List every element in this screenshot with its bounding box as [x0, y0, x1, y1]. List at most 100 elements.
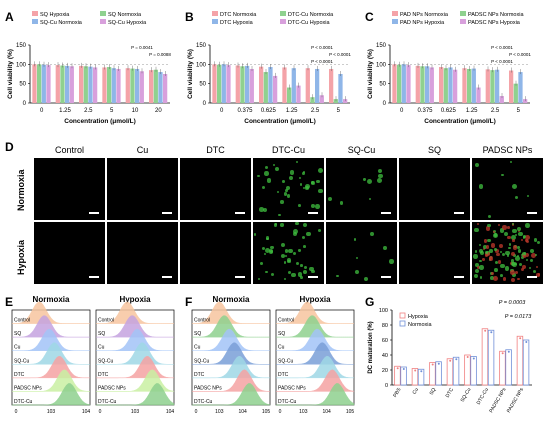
fluorescence-signal	[303, 222, 308, 227]
histogram-curve	[191, 328, 271, 351]
fluorescence-signal	[500, 250, 503, 253]
fluorescence-signal	[473, 254, 478, 259]
bar	[499, 350, 506, 386]
bar	[319, 95, 324, 103]
bar	[88, 66, 93, 103]
histogram-label: DTC	[278, 372, 289, 378]
bar	[394, 365, 401, 386]
fluorescence-signal	[501, 252, 505, 256]
bar	[411, 368, 419, 386]
fluorescence-signal	[490, 243, 496, 248]
fluorescence-signal	[284, 249, 288, 253]
scale-bar	[89, 212, 99, 214]
bar	[268, 67, 273, 103]
bar	[446, 358, 454, 386]
histogram-curve	[11, 301, 91, 324]
histogram-curve	[95, 328, 175, 351]
fluorescence-signal	[506, 235, 511, 240]
fluorescence-signal	[511, 272, 517, 278]
histogram-curve	[96, 383, 175, 406]
fluorescence-signal	[530, 253, 536, 259]
x-tick-label: DTC	[445, 387, 456, 399]
bar	[163, 74, 168, 103]
scale-bar	[89, 276, 99, 278]
fluorescence-signal	[368, 197, 372, 201]
fluorescence-signal	[480, 250, 485, 255]
histogram-curve	[95, 315, 175, 338]
x-axis-label: Concentration (μmol/L)	[244, 118, 316, 125]
fluorescence-signal	[303, 265, 308, 269]
fluorescence-signal	[493, 275, 498, 281]
fluorescence-signal	[311, 269, 316, 274]
fluorescence-signal	[265, 270, 268, 273]
legend-label: Normoxia	[408, 322, 432, 328]
legend-label: DTC Hypoxia	[220, 20, 254, 26]
y-tick-label: 20	[382, 368, 388, 374]
microscopy-image	[180, 222, 251, 284]
bar	[499, 96, 504, 103]
bar	[130, 68, 135, 103]
fluorescence-signal	[478, 184, 484, 190]
fluorescence-signal	[289, 170, 295, 175]
fluorescence-signal	[505, 250, 510, 256]
fluorescence-signal	[286, 194, 291, 198]
fluorescence-signal	[496, 252, 500, 257]
fluorescence-signal	[501, 173, 505, 177]
fluorescence-signal	[511, 259, 515, 263]
fluorescence-signal	[525, 223, 530, 228]
histogram-curve	[95, 342, 175, 365]
bar	[338, 74, 343, 103]
scale-bar	[381, 212, 391, 214]
x-tick-label: 0.375	[237, 108, 253, 114]
x-tick-label: 2.5	[84, 108, 93, 114]
panel-label-e: E	[5, 295, 14, 309]
bar	[464, 354, 471, 386]
y-tick-label: 100	[196, 62, 207, 68]
legend-label: SQ-Cu Normoxia	[40, 20, 83, 26]
fluorescence-signal	[353, 238, 357, 241]
fluorescence-signal	[303, 170, 306, 173]
fluorescence-signal	[298, 177, 302, 180]
panel-label-g: G	[365, 295, 375, 309]
bar	[401, 64, 406, 103]
bar	[37, 64, 42, 103]
fluorescence-signal	[318, 168, 324, 174]
bar	[415, 65, 420, 103]
bar	[485, 69, 490, 103]
fluorescence-signal	[479, 265, 484, 270]
p-value-annotation: P = 0.0173	[505, 314, 532, 320]
fluorescence-signal	[477, 222, 480, 225]
fluorescence-signal	[280, 200, 284, 204]
y-tick-label: 0	[383, 101, 387, 107]
histogram-label: Cu	[14, 345, 21, 351]
bar	[60, 65, 65, 103]
fluorescence-signal	[486, 223, 491, 228]
legend-swatch	[100, 11, 106, 16]
fluorescence-signal	[526, 195, 530, 198]
bar	[221, 64, 226, 103]
fluorescence-signal	[513, 254, 517, 257]
fluorescence-signal	[526, 239, 530, 243]
histogram-label: Control	[194, 318, 210, 324]
x-tick-label: 5	[517, 108, 521, 114]
bar	[523, 99, 528, 103]
legend-label: DTC Normoxia	[220, 12, 257, 18]
scale-bar	[235, 276, 245, 278]
fluorescence-signal	[499, 244, 504, 248]
fluorescence-signal	[264, 248, 270, 253]
y-axis-label: Cell viability (%)	[187, 49, 194, 99]
microscopy-column-header: PADSC NPs	[482, 145, 533, 155]
fluorescence-signal	[264, 171, 269, 176]
histogram-curve	[275, 301, 355, 324]
legend-swatch	[32, 11, 38, 16]
data-point	[431, 363, 434, 366]
bar	[107, 67, 112, 103]
x-tick-label: 0	[195, 409, 198, 415]
p-value-annotation: P < 0.0001	[491, 59, 513, 64]
bar	[487, 329, 495, 386]
fluorescence-signal	[485, 250, 489, 254]
bar	[287, 87, 292, 103]
fluorescence-signal	[289, 175, 294, 181]
y-tick-label: 100	[376, 62, 387, 68]
